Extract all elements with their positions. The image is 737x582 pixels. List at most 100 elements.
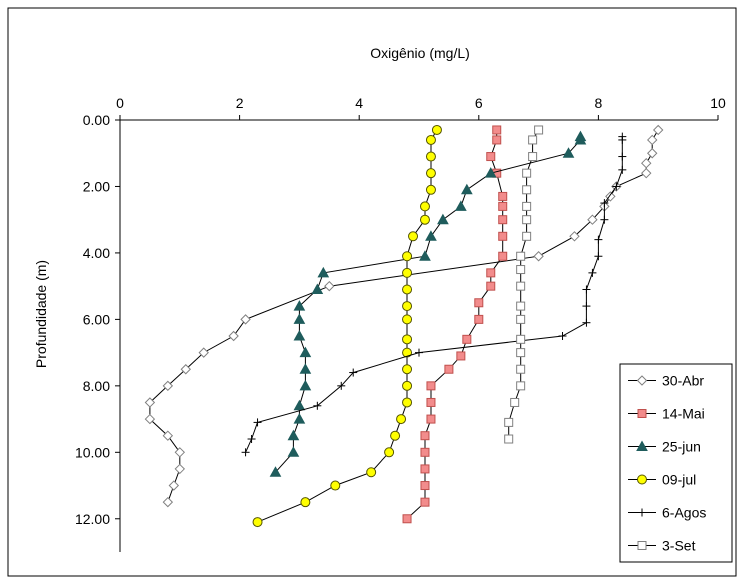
data-point: [168, 480, 180, 491]
data-point: [588, 268, 597, 277]
legend-label: 3-Set: [662, 538, 696, 554]
data-point: [582, 302, 591, 311]
series-6-agos: [241, 132, 627, 457]
data-point: [504, 434, 514, 444]
data-point: [431, 124, 442, 135]
data-point: [574, 133, 587, 145]
data-point: [408, 231, 419, 242]
data-point: [516, 281, 526, 291]
data-point: [349, 368, 358, 377]
chart-frame: [7, 7, 737, 577]
data-point: [460, 183, 473, 195]
data-point: [247, 435, 256, 444]
data-point: [293, 413, 306, 424]
x-tick-label: 6: [475, 95, 483, 111]
data-point: [293, 300, 306, 311]
data-point: [618, 165, 627, 174]
data-point: [522, 231, 532, 241]
data-point: [637, 474, 647, 485]
data-point: [420, 464, 430, 474]
data-point: [498, 201, 508, 211]
data-point: [425, 230, 437, 241]
legend-label: 09-jul: [662, 472, 696, 488]
data-series: [144, 124, 664, 528]
data-point: [498, 191, 508, 201]
data-point: [420, 481, 430, 491]
data-point: [287, 429, 300, 441]
legend-item: 6-Agos: [628, 505, 706, 521]
axes: 0 2 4 6 8 10 0.00 2.00 4.00 6.00 8.00 10.00 12.00: [75, 95, 726, 552]
data-point: [504, 417, 514, 427]
data-point: [516, 314, 526, 324]
data-point: [402, 514, 412, 524]
data-point: [174, 447, 186, 458]
data-point: [534, 125, 544, 135]
data-point: [600, 215, 609, 224]
data-point: [337, 381, 346, 390]
data-point: [420, 447, 430, 457]
data-point: [384, 447, 395, 458]
data-point: [162, 380, 174, 392]
data-point: [402, 284, 413, 295]
data-point: [425, 134, 436, 145]
data-point: [300, 497, 311, 508]
data-point: [299, 379, 312, 391]
data-point: [516, 348, 526, 358]
y-tick-label: 12.00: [75, 511, 110, 527]
data-point: [618, 152, 627, 161]
data-point: [647, 134, 658, 146]
series-3-set: [504, 125, 544, 444]
x-tick-label: 2: [236, 95, 244, 111]
data-point: [486, 152, 496, 162]
data-point: [241, 448, 250, 457]
data-point: [510, 397, 520, 407]
data-point: [636, 375, 648, 386]
data-point: [498, 251, 508, 261]
data-point: [474, 298, 484, 308]
data-point: [618, 135, 627, 144]
data-point: [253, 418, 262, 427]
data-point: [486, 268, 496, 278]
data-point: [455, 200, 467, 211]
data-point: [426, 381, 436, 391]
data-point: [612, 182, 621, 191]
data-point: [637, 541, 647, 550]
data-point: [419, 201, 430, 212]
data-point: [594, 252, 603, 261]
x-tick-label: 4: [355, 95, 363, 111]
data-point: [425, 184, 436, 195]
data-point: [162, 496, 174, 508]
data-point: [522, 215, 532, 225]
data-point: [299, 346, 312, 358]
x-tick-label: 8: [595, 95, 603, 111]
legend-item: 14-Mai: [628, 406, 705, 422]
data-point: [484, 167, 497, 178]
data-point: [569, 231, 580, 242]
legend-item: 30-Abr: [628, 373, 704, 389]
data-point: [293, 399, 306, 411]
data-point: [562, 147, 575, 158]
data-point: [402, 301, 413, 312]
data-point: [402, 334, 413, 345]
data-point: [652, 124, 664, 136]
data-point: [474, 314, 484, 324]
data-point: [587, 214, 598, 225]
legend-label: 25-jun: [662, 439, 701, 455]
data-point: [419, 250, 431, 261]
data-point: [516, 265, 526, 275]
data-point: [402, 314, 413, 325]
legend-label: 14-Mai: [662, 406, 705, 422]
data-point: [516, 251, 526, 261]
data-point: [582, 285, 591, 294]
data-point: [311, 283, 324, 294]
series-line: [275, 136, 581, 473]
data-point: [144, 413, 156, 425]
data-point: [299, 363, 312, 374]
data-point: [390, 430, 401, 441]
data-point: [144, 397, 156, 408]
data-point: [444, 364, 454, 374]
data-point: [293, 313, 306, 324]
legend: 30-Abr 14-Mai 25-jun 09-jul 6-Agos 3-Set: [619, 363, 733, 563]
data-point: [516, 301, 526, 311]
